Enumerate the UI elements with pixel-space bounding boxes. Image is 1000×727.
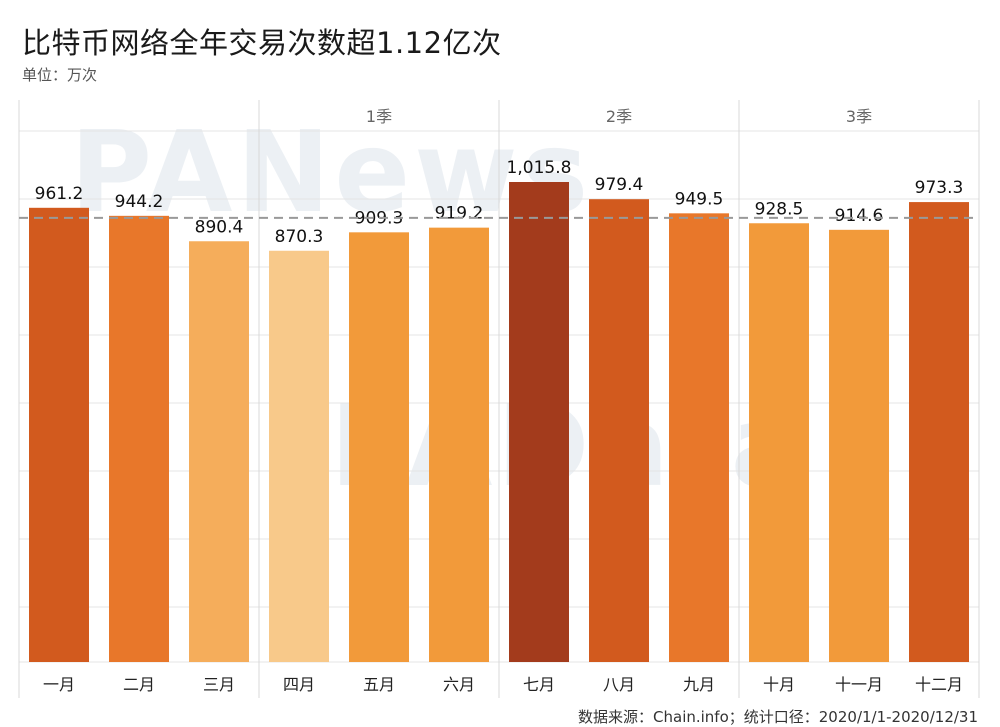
bar-value-label: 961.2: [35, 184, 84, 204]
x-tick-label: 一月: [43, 675, 75, 694]
quarter-label: 1季: [366, 107, 392, 126]
x-tick-label: 七月: [523, 675, 555, 694]
bar: [669, 213, 729, 663]
quarter-label: 2季: [606, 107, 632, 126]
bar: [509, 182, 569, 662]
bar: [749, 223, 809, 663]
x-tick-label: 四月: [283, 675, 315, 694]
quarter-label: 3季: [846, 107, 872, 126]
unit-label: 单位：万次: [22, 66, 98, 84]
bar-value-label: 928.5: [755, 199, 804, 219]
bar: [29, 207, 89, 662]
bar: [189, 241, 249, 663]
x-tick-label: 二月: [123, 675, 155, 694]
x-tick-label: 三月: [203, 675, 235, 694]
bar: [589, 199, 649, 662]
chart-title: 比特币网络全年交易次数超1.12亿次: [22, 26, 502, 60]
x-tick-label: 六月: [443, 675, 475, 694]
bar: [269, 250, 329, 662]
bar-value-label: 914.6: [835, 206, 884, 226]
x-tick-label: 十一月: [835, 675, 883, 694]
x-tick-label: 五月: [363, 675, 395, 694]
bar: [909, 202, 969, 662]
bar-value-label: 949.5: [675, 189, 724, 209]
bar-value-label: 919.2: [435, 204, 484, 224]
data-source-note: 数据来源：Chain.info；统计口径：2020/1/1-2020/12/31: [578, 708, 978, 726]
x-tick-label: 八月: [603, 675, 635, 694]
bar-value-label: 1,015.8: [507, 158, 572, 178]
bar: [429, 227, 489, 662]
x-tick-label: 九月: [683, 675, 715, 694]
bar: [109, 215, 169, 662]
bar-value-label: 944.2: [115, 192, 164, 212]
bar-value-label: 870.3: [275, 227, 324, 247]
bar-value-label: 890.4: [195, 217, 244, 237]
x-tick-label: 十二月: [915, 675, 963, 694]
bar-value-label: 979.4: [595, 175, 644, 195]
bar: [829, 229, 889, 662]
bar-value-label: 973.3: [915, 178, 964, 198]
bar: [349, 232, 409, 662]
x-tick-label: 十月: [763, 675, 795, 694]
